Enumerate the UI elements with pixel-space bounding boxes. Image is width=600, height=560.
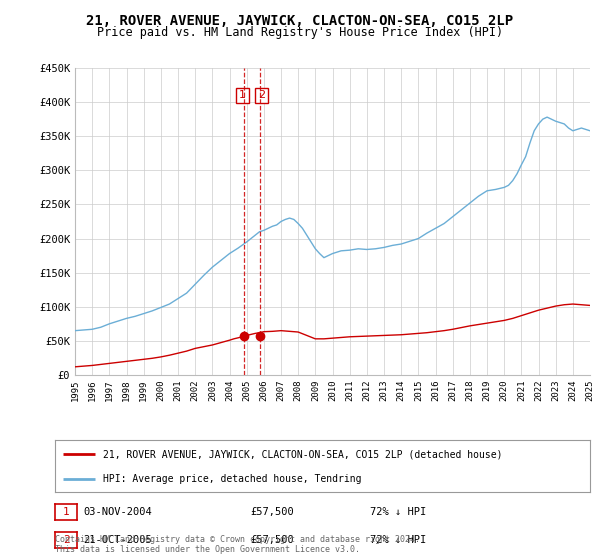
Text: 21-OCT-2005: 21-OCT-2005 xyxy=(83,535,152,545)
Text: 1: 1 xyxy=(239,90,246,100)
Text: 2: 2 xyxy=(62,535,70,545)
Text: 03-NOV-2004: 03-NOV-2004 xyxy=(83,507,152,517)
Text: 72% ↓ HPI: 72% ↓ HPI xyxy=(370,507,426,517)
Text: 1: 1 xyxy=(62,507,70,517)
Text: Contains HM Land Registry data © Crown copyright and database right 2024.
This d: Contains HM Land Registry data © Crown c… xyxy=(55,535,420,554)
Text: 21, ROVER AVENUE, JAYWICK, CLACTON-ON-SEA, CO15 2LP (detached house): 21, ROVER AVENUE, JAYWICK, CLACTON-ON-SE… xyxy=(103,449,503,459)
Text: Price paid vs. HM Land Registry's House Price Index (HPI): Price paid vs. HM Land Registry's House … xyxy=(97,26,503,39)
Text: £57,500: £57,500 xyxy=(250,535,294,545)
Text: 2: 2 xyxy=(258,90,265,100)
Text: £57,500: £57,500 xyxy=(250,507,294,517)
Text: 21, ROVER AVENUE, JAYWICK, CLACTON-ON-SEA, CO15 2LP: 21, ROVER AVENUE, JAYWICK, CLACTON-ON-SE… xyxy=(86,14,514,28)
Text: 72% ↓ HPI: 72% ↓ HPI xyxy=(370,535,426,545)
Text: HPI: Average price, detached house, Tendring: HPI: Average price, detached house, Tend… xyxy=(103,474,362,484)
